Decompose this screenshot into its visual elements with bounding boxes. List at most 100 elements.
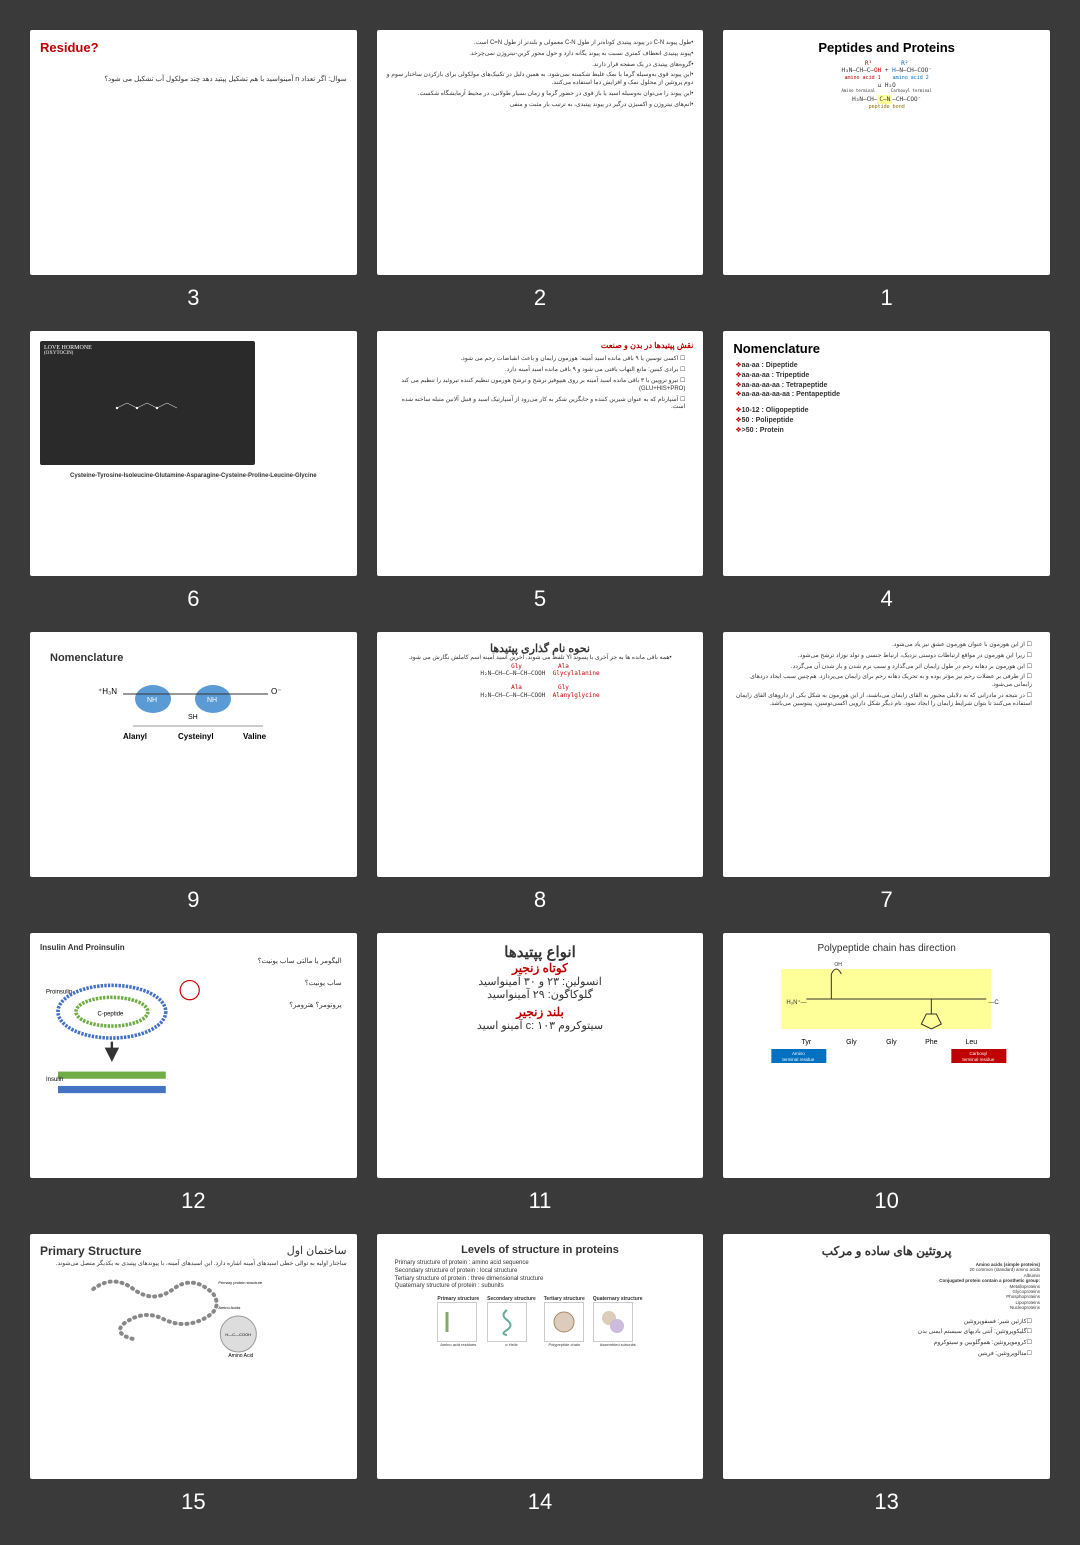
cell-2: •طول پیوند C-N در پیوند پپتیدی کوتاه‌تر … bbox=[377, 30, 704, 311]
line: Primary structure of protein : amino aci… bbox=[395, 1260, 694, 1268]
svg-text:Amino Acid: Amino Acid bbox=[228, 1353, 253, 1359]
line: Tertiary structure of protein : three di… bbox=[395, 1276, 694, 1284]
slide-number: 2 bbox=[534, 285, 546, 311]
svg-text:—C: —C bbox=[989, 1000, 1000, 1006]
structure-levels-diagram: Primary structure Amino acid residues Se… bbox=[387, 1296, 694, 1347]
line: •این پیوند قوی به‌وسیله گرما یا نمک غلیظ… bbox=[387, 72, 694, 88]
molecule-icon bbox=[107, 388, 187, 428]
cell-4: Nomenclature ❖aa-aa : Dipeptide ❖aa-aa-a… bbox=[723, 331, 1050, 612]
cell-13: پروتئین های ساده و مرکب Amino acids (sim… bbox=[723, 1234, 1050, 1515]
slide-title: Peptides and Proteins bbox=[733, 40, 1040, 55]
svg-text:Proinsulin: Proinsulin bbox=[46, 990, 72, 996]
slide-12[interactable]: Insulin And Proinsulin C-peptide Proinsu… bbox=[30, 933, 357, 1178]
line: •گروه‌های پپتیدی در یک صفحه قرار دارند. bbox=[387, 62, 694, 70]
cell-14: Levels of structure in proteins Primary … bbox=[377, 1234, 704, 1515]
slide-title: Polypeptide chain has direction bbox=[733, 943, 1040, 954]
slide-number: 10 bbox=[874, 1188, 898, 1214]
slide-title: پروتئین های ساده و مرکب bbox=[733, 1244, 1040, 1258]
item: ☐ برادی کینین: مانع التهاب بافتی می شود … bbox=[387, 367, 694, 375]
item: ☐ این هورمون بر دهانه رحم در طول زایمان … bbox=[733, 664, 1040, 672]
slide-4[interactable]: Nomenclature ❖aa-aa : Dipeptide ❖aa-aa-a… bbox=[723, 331, 1050, 576]
slide-number: 13 bbox=[874, 1489, 898, 1515]
slide-title: Nomenclature bbox=[733, 341, 1040, 356]
svg-text:Amino: Amino bbox=[792, 1051, 805, 1056]
svg-text:H—C—COOH: H—C—COOH bbox=[225, 1332, 251, 1337]
slide-number: 4 bbox=[881, 586, 893, 612]
line: Secondary structure of protein : local s… bbox=[395, 1268, 694, 1276]
bead-chain-diagram: Primary protein structure Amino Acids H—… bbox=[40, 1269, 347, 1359]
svg-text:Tyr: Tyr bbox=[802, 1039, 812, 1046]
item: ☐متالوپروتئین: فریتین bbox=[733, 1351, 1040, 1359]
slide-2[interactable]: •طول پیوند C-N در پیوند پپتیدی کوتاه‌تر … bbox=[377, 30, 704, 275]
cell-7: ☐ از این هورمون با عنوان هورمون عشق نیز … bbox=[723, 632, 1050, 913]
slide-number: 7 bbox=[881, 887, 893, 913]
slide-number: 12 bbox=[181, 1188, 205, 1214]
section-heading: کوتاه زنجیر bbox=[387, 961, 694, 975]
heading: نقش پپتیدها در بدن و صنعت bbox=[387, 341, 694, 351]
slide-title: Residue? bbox=[40, 40, 347, 55]
slide-9[interactable]: Nomenclature ⁺H₃N NH NH O⁻ SH Alanyl Cys… bbox=[30, 632, 357, 877]
svg-text:Leu: Leu bbox=[966, 1039, 978, 1046]
slide-1[interactable]: Peptides and Proteins R¹ R² H₃N—CH—C—OH … bbox=[723, 30, 1050, 275]
svg-text:Alanyl: Alanyl bbox=[123, 732, 147, 741]
cell-5: نقش پپتیدها در بدن و صنعت ☐ اکسی توسین ی… bbox=[377, 331, 704, 612]
questions: الیگومر یا مالتی ساب یونیت؟ ساب یونیت؟ پ… bbox=[208, 952, 347, 1143]
cell-9: Nomenclature ⁺H₃N NH NH O⁻ SH Alanyl Cys… bbox=[30, 632, 357, 913]
item: ☐گلیکوپروتئین: آنتی بادیهای سیستم ایمنی … bbox=[733, 1329, 1040, 1337]
item: ❖50 : Polipeptide bbox=[733, 416, 1040, 426]
item: ❖aa-aa : Dipeptide bbox=[733, 361, 1040, 371]
slide-11[interactable]: انواع پپتیدها کوتاه زنجیر انسولین: ۲۳ و … bbox=[377, 933, 704, 1178]
item: ☐ تیرو تروپین با ۳ باقی مانده اسید آمینه… bbox=[387, 378, 694, 394]
svg-text:⁺H₃N: ⁺H₃N bbox=[98, 687, 117, 696]
cell-10: Polypeptide chain has direction H₃N⁺— —C… bbox=[723, 933, 1050, 1214]
line: انسولین: ۲۳ و ۳۰ آمینواسید bbox=[387, 975, 694, 988]
slide-10[interactable]: Polypeptide chain has direction H₃N⁺— —C… bbox=[723, 933, 1050, 1178]
svg-text:C-peptide: C-peptide bbox=[97, 1011, 124, 1017]
slide-7[interactable]: ☐ از این هورمون با عنوان هورمون عشق نیز … bbox=[723, 632, 1050, 877]
slide-title: Insulin And Proinsulin bbox=[40, 943, 347, 952]
svg-text:NH: NH bbox=[207, 697, 217, 704]
line: گلوکاگون: ۲۹ آمینواسید bbox=[387, 988, 694, 1001]
slide-15[interactable]: Primary Structure ساختمان اول ساختار اول… bbox=[30, 1234, 357, 1479]
caption: Cysteine-Tyrosine-Isoleucine-Glutamine-A… bbox=[40, 473, 347, 481]
slide-14[interactable]: Levels of structure in proteins Primary … bbox=[377, 1234, 704, 1479]
line: •طول پیوند C-N در پیوند پپتیدی کوتاه‌تر … bbox=[387, 40, 694, 48]
svg-text:OH: OH bbox=[835, 962, 843, 968]
item: ☐ از این هورمون با عنوان هورمون عشق نیز … bbox=[733, 642, 1040, 650]
svg-text:Cysteinyl: Cysteinyl bbox=[178, 732, 214, 741]
slide-5[interactable]: نقش پپتیدها در بدن و صنعت ☐ اکسی توسین ی… bbox=[377, 331, 704, 576]
slide-3[interactable]: Residue? سوال: اگر تعداد n آمینواسید با … bbox=[30, 30, 357, 275]
svg-text:O⁻: O⁻ bbox=[271, 687, 281, 696]
svg-text:Insulin: Insulin bbox=[46, 1077, 63, 1083]
svg-text:terminal residue: terminal residue bbox=[783, 1057, 816, 1062]
slide-13[interactable]: پروتئین های ساده و مرکب Amino acids (sim… bbox=[723, 1234, 1050, 1479]
line: Quaternary structure of protein : subuni… bbox=[395, 1283, 694, 1291]
slide-title: Nomenclature bbox=[50, 652, 347, 664]
title-left: Primary Structure bbox=[40, 1244, 141, 1258]
item: ❖aa-aa-aa-aa-aa : Pentapeptide bbox=[733, 390, 1040, 400]
cell-12: Insulin And Proinsulin C-peptide Proinsu… bbox=[30, 933, 357, 1214]
tripeptide-diagram: ⁺H₃N NH NH O⁻ SH Alanyl Cysteinyl Valine bbox=[40, 664, 347, 744]
item: ☐ در نتیجه در مادرانی که به دلایلی مجبور… bbox=[733, 693, 1040, 709]
item: ❖aa-aa-aa-aa : Tetrapeptide bbox=[733, 381, 1040, 391]
slide-number: 15 bbox=[181, 1489, 205, 1515]
body-text: سوال: اگر تعداد n آمینواسید با هم تشکیل … bbox=[40, 75, 347, 85]
insulin-diagram: C-peptide Proinsulin Insulin bbox=[40, 952, 208, 1143]
slide-6[interactable]: LOVE HORMONE (OXYTOCIN) Cysteine-Tyrosin… bbox=[30, 331, 357, 576]
cell-15: Primary Structure ساختمان اول ساختار اول… bbox=[30, 1234, 357, 1515]
slide-number: 1 bbox=[881, 285, 893, 311]
title-right: ساختمان اول bbox=[287, 1244, 347, 1258]
item: ☐ زیرا این هورمون در مواقع ارتباطات دوست… bbox=[733, 653, 1040, 661]
item: ☐ اکسی توسین یا ۹ باقی مانده اسید آمینه:… bbox=[387, 356, 694, 364]
small-text-block: Amino acids (simple proteins) 20 common … bbox=[737, 1262, 1040, 1311]
slide-8[interactable]: نحوه نام گذاری پپتیدها •همه باقی مانده ه… bbox=[377, 632, 704, 877]
slide-number: 8 bbox=[534, 887, 546, 913]
svg-text:Valine: Valine bbox=[243, 732, 267, 741]
svg-text:Gly: Gly bbox=[886, 1039, 897, 1046]
svg-text:H₃N⁺—: H₃N⁺— bbox=[787, 999, 807, 1006]
svg-text:NH: NH bbox=[147, 697, 157, 704]
item: ☐ از طرفی بر عضلات رحم نیز مؤثر بوده و ب… bbox=[733, 674, 1040, 690]
cell-8: نحوه نام گذاری پپتیدها •همه باقی مانده ه… bbox=[377, 632, 704, 913]
subtitle: •همه باقی مانده ها به جز آخری با پسوند Y… bbox=[387, 655, 694, 663]
item: ❖10-12 : Oligopeptide bbox=[733, 406, 1040, 416]
